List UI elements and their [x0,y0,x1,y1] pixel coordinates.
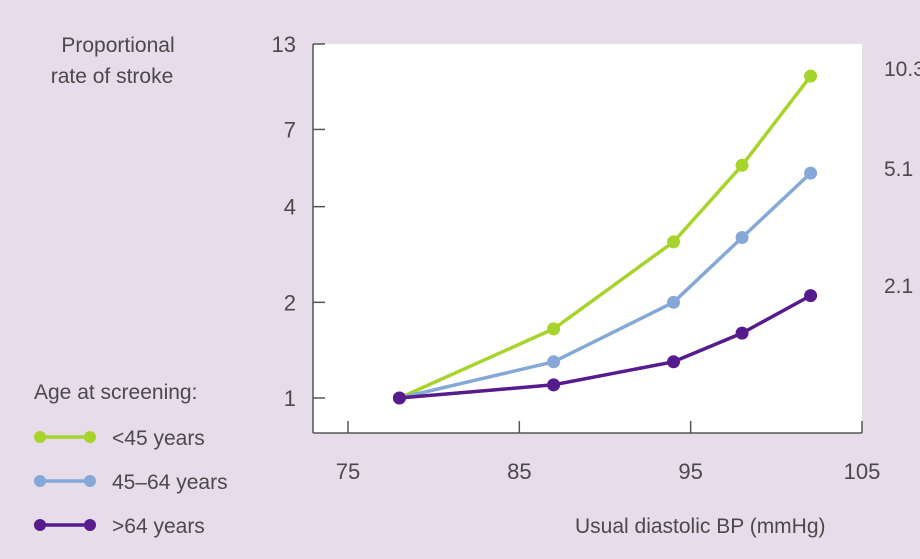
y-tick-label: 4 [284,195,296,220]
data-point [804,69,818,83]
y-tick-label: 2 [284,290,296,315]
legend-item-1: 45–64 years [34,471,228,494]
legend-item-0: <45 years [34,427,205,450]
data-point [667,355,681,369]
end-label: 10.3 [884,58,920,81]
end-label: 5.1 [884,158,913,181]
data-point [735,230,749,244]
y-axis-label-line-2: rate of stroke [51,65,174,88]
x-axis-label: Usual diastolic BP (mmHg) [575,515,826,538]
data-point [547,378,561,392]
data-point [804,166,818,180]
data-point [667,235,681,249]
y-tick-label: 13 [272,32,296,57]
series-layer [392,69,818,405]
legend-swatch-dot [84,475,96,487]
data-point [804,289,818,303]
legend-swatch-dot [84,431,96,443]
series-2 [392,289,818,405]
data-point [547,355,561,369]
y-tick-label: 1 [284,386,296,411]
data-point [735,326,749,340]
legend-label: 45–64 years [112,471,228,494]
data-point [735,158,749,172]
data-point [547,322,561,336]
end-label: 2.1 [884,275,913,298]
y-tick-label: 7 [284,117,296,142]
legend-item-2: >64 years [34,515,205,538]
series-1 [392,166,818,405]
x-tick-label: 105 [844,459,881,484]
legend-title: Age at screening: [34,381,197,404]
legend-swatch-dot [84,519,96,531]
legend: <45 years 45–64 years >64 years [34,427,228,538]
plot-area [313,44,862,433]
x-tick-label: 95 [678,459,702,484]
legend-label: <45 years [112,427,205,450]
series-0 [392,69,818,405]
legend-label: >64 years [112,515,205,538]
legend-swatch-dot [34,519,46,531]
data-point [392,391,406,405]
y-ticks: 1 2 4 7 13 [272,32,325,411]
axes [312,44,862,434]
end-labels: 10.3 5.1 2.1 [884,58,920,298]
y-axis-label-line-1: Proportional [61,34,174,57]
legend-swatch-dot [34,431,46,443]
legend-swatch-dot [34,475,46,487]
data-point [667,295,681,309]
x-tick-label: 85 [507,459,531,484]
x-tick-label: 75 [336,459,360,484]
x-ticks: 75 85 95 105 [336,421,881,484]
